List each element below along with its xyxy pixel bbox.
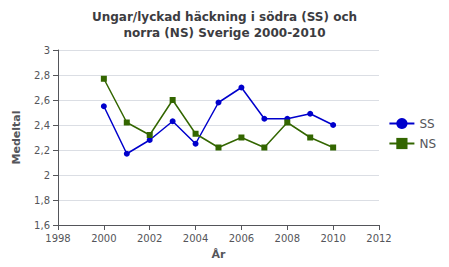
svg-text:2,2: 2,2 [34, 145, 50, 156]
svg-text:2004: 2004 [183, 233, 208, 244]
svg-text:3: 3 [44, 45, 50, 56]
svg-text:1,8: 1,8 [34, 195, 50, 206]
svg-text:2002: 2002 [137, 233, 162, 244]
svg-text:SS: SS [419, 117, 434, 131]
svg-text:2: 2 [44, 170, 50, 181]
svg-text:2010: 2010 [320, 233, 345, 244]
svg-text:2008: 2008 [275, 233, 300, 244]
svg-text:År: År [212, 248, 227, 261]
svg-text:NS: NS [419, 137, 436, 151]
svg-text:2000: 2000 [91, 233, 116, 244]
svg-text:2012: 2012 [366, 233, 391, 244]
svg-text:Medeltal: Medeltal [10, 111, 23, 165]
svg-text:2,6: 2,6 [34, 95, 50, 106]
svg-text:2,4: 2,4 [34, 120, 50, 131]
svg-text:1,6: 1,6 [34, 220, 50, 231]
svg-text:Ungar/lyckad häckning i södra: Ungar/lyckad häckning i södra (SS) och [92, 10, 357, 24]
svg-text:2006: 2006 [229, 233, 254, 244]
svg-text:1998: 1998 [45, 233, 70, 244]
svg-text:2,8: 2,8 [34, 70, 50, 81]
svg-text:norra (NS) Sverige 2000-2010: norra (NS) Sverige 2000-2010 [123, 26, 325, 40]
